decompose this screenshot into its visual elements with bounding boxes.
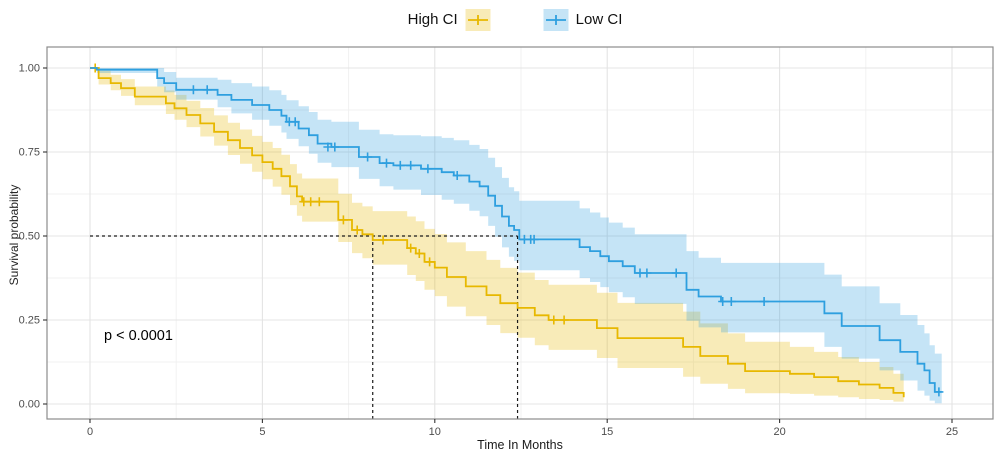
axis-ticks: 0 5 10 15 20 25 0.00 0.25 0.50 0.75 1.00	[19, 63, 959, 439]
ci-band-low-ci	[90, 68, 942, 404]
legend-label-high-ci: High CI	[407, 11, 458, 28]
y-tick-label: 1.00	[19, 63, 40, 75]
y-tick-label: 0.00	[19, 399, 40, 411]
p-value-annotation: p < 0.0001	[104, 328, 173, 344]
panel-border	[46, 46, 994, 420]
legend-key-low-ci-icon	[543, 9, 569, 31]
x-tick-label: 20	[773, 426, 785, 438]
x-axis-title: Time In Months	[477, 438, 563, 452]
y-tick-label: 0.50	[19, 231, 40, 243]
y-axis-title: Survival probability	[7, 184, 21, 286]
legend-key-high-ci-icon	[465, 9, 491, 31]
x-tick-label: 0	[87, 426, 93, 438]
gridlines	[47, 47, 993, 419]
legend-label-low-ci: Low CI	[575, 11, 623, 28]
ci-band-high-ci	[90, 68, 904, 403]
legend: High CI Low CI	[15, 5, 1000, 35]
censor-marks-low-ci	[188, 85, 944, 397]
y-tick-label: 0.75	[19, 147, 40, 159]
x-tick-label: 5	[259, 426, 265, 438]
median-survival-lines	[90, 235, 519, 419]
y-tick-label: 0.25	[19, 315, 40, 327]
x-tick-label: 10	[429, 426, 441, 438]
x-tick-label: 15	[601, 426, 613, 438]
survival-curve-low-ci	[90, 67, 942, 393]
x-tick-label: 25	[946, 426, 958, 438]
